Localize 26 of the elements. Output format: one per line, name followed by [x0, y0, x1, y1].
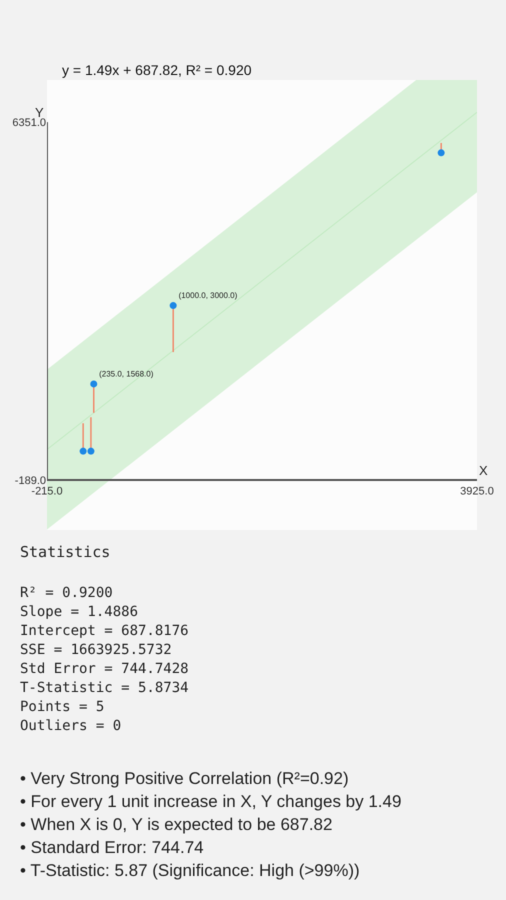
text: • Standard Error: 744.74: [20, 838, 204, 857]
text: Intercept = 687.8176: [20, 623, 189, 639]
data-label: (235.0, 1568.0): [99, 370, 154, 379]
text: T-Statistic = 5.8734: [20, 680, 189, 696]
point: [170, 302, 177, 310]
x-axis-title: X: [479, 463, 488, 478]
text: • For every 1 unit increase in X, Y changes by 1.49: [20, 792, 402, 811]
text: SSE = 1663925.5732: [20, 642, 172, 658]
text: • T-Statistic: 5.87 (Significance: High (>99%)): [20, 861, 360, 880]
y-tick-label: -189.0: [14, 474, 46, 487]
x-tick-label: -215.0: [31, 485, 63, 498]
data-label: (1000.0, 3000.0): [178, 291, 238, 300]
text: Statistics: [20, 543, 110, 561]
point: [438, 149, 445, 156]
x-tick-label: 3925.0: [460, 485, 494, 498]
text: Points = 5: [20, 699, 104, 715]
text: Slope = 1.4886: [20, 604, 138, 620]
point: [80, 448, 87, 455]
text: Std Error = 744.7428: [20, 661, 189, 677]
point: [87, 448, 94, 455]
text: • Very Strong Positive Correlation (R²=0.92): [20, 769, 349, 788]
chart-title: y = 1.49x + 687.82, R² = 0.920: [62, 62, 252, 78]
text: Outliers = 0: [20, 718, 122, 734]
point: [90, 380, 98, 388]
text: • When X is 0, Y is expected to be 687.82: [20, 815, 332, 834]
text: R² = 0.9200: [20, 585, 113, 601]
